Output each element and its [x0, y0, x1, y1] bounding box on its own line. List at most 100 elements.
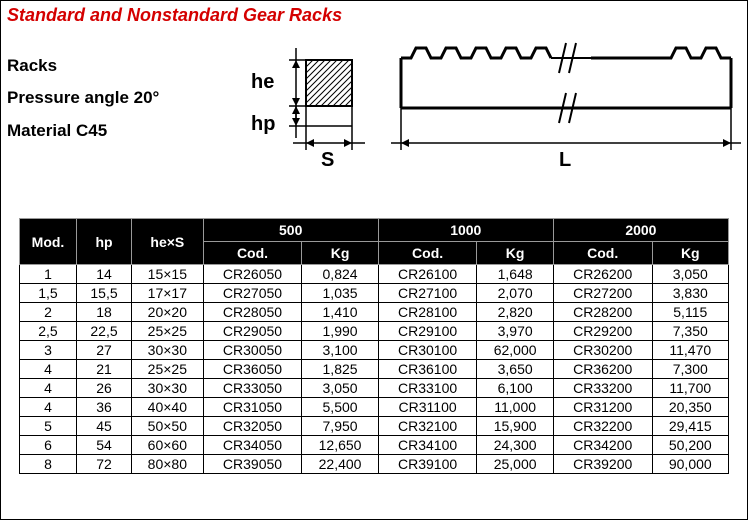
cell-c1000: CR34100	[378, 436, 477, 455]
cell-k2000: 11,700	[652, 379, 728, 398]
cell-c500: CR32050	[203, 417, 302, 436]
cell-c1000: CR36100	[378, 360, 477, 379]
cell-hexs: 25×25	[132, 322, 204, 341]
cell-mod: 4	[20, 379, 77, 398]
spec-block: Racks Pressure angle 20° Material C45	[7, 38, 231, 178]
cell-k1000: 62,000	[477, 341, 553, 360]
cell-c1000: CR32100	[378, 417, 477, 436]
cell-hp: 72	[76, 455, 131, 474]
cell-c2000: CR36200	[553, 360, 652, 379]
data-table-wrap: Mod. hp he×S 500 1000 2000 Cod. Kg Cod. …	[1, 218, 747, 474]
cell-k500: 1,825	[302, 360, 378, 379]
table-row: 42125×25CR360501,825CR361003,650CR362007…	[20, 360, 729, 379]
table-row: 87280×80CR3905022,400CR3910025,000CR3920…	[20, 455, 729, 474]
label-he: he	[251, 71, 274, 93]
cell-k500: 12,650	[302, 436, 378, 455]
cell-hexs: 40×40	[132, 398, 204, 417]
cell-k2000: 50,200	[652, 436, 728, 455]
cell-mod: 2	[20, 303, 77, 322]
cell-k2000: 90,000	[652, 455, 728, 474]
cell-k2000: 3,830	[652, 284, 728, 303]
cell-c2000: CR32200	[553, 417, 652, 436]
cell-c2000: CR27200	[553, 284, 652, 303]
cell-c500: CR36050	[203, 360, 302, 379]
top-section: Racks Pressure angle 20° Material C45	[1, 30, 747, 178]
cell-k1000: 2,820	[477, 303, 553, 322]
th-kg-500: Kg	[302, 242, 378, 265]
cell-hp: 54	[76, 436, 131, 455]
cell-c500: CR29050	[203, 322, 302, 341]
cell-k2000: 5,115	[652, 303, 728, 322]
cell-hexs: 15×15	[132, 265, 204, 284]
cell-hp: 14	[76, 265, 131, 284]
cell-c500: CR30050	[203, 341, 302, 360]
cell-c1000: CR29100	[378, 322, 477, 341]
cell-k500: 7,950	[302, 417, 378, 436]
table-row: 11415×15CR260500,824CR261001,648CR262003…	[20, 265, 729, 284]
cell-hexs: 30×30	[132, 341, 204, 360]
cell-c1000: CR30100	[378, 341, 477, 360]
page-title: Standard and Nonstandard Gear Racks	[1, 1, 747, 30]
diagram-area: he hp S	[251, 38, 741, 178]
label-l: L	[559, 149, 571, 171]
label-hp: hp	[251, 113, 275, 135]
cell-hexs: 17×17	[132, 284, 204, 303]
table-row: 65460×60CR3405012,650CR3410024,300CR3420…	[20, 436, 729, 455]
cell-c2000: CR30200	[553, 341, 652, 360]
table-row: 42630×30CR330503,050CR331006,100CR332001…	[20, 379, 729, 398]
cell-c2000: CR26200	[553, 265, 652, 284]
cell-mod: 6	[20, 436, 77, 455]
cell-hp: 27	[76, 341, 131, 360]
table-row: 43640×40CR310505,500CR3110011,000CR31200…	[20, 398, 729, 417]
cell-k2000: 7,350	[652, 322, 728, 341]
cell-mod: 4	[20, 398, 77, 417]
cell-mod: 2,5	[20, 322, 77, 341]
cell-k500: 3,100	[302, 341, 378, 360]
cell-hexs: 30×30	[132, 379, 204, 398]
cell-c500: CR31050	[203, 398, 302, 417]
cell-hp: 36	[76, 398, 131, 417]
cell-c1000: CR33100	[378, 379, 477, 398]
table-body: 11415×15CR260500,824CR261001,648CR262003…	[20, 265, 729, 474]
cell-hp: 15,5	[76, 284, 131, 303]
cell-c2000: CR31200	[553, 398, 652, 417]
cell-mod: 1,5	[20, 284, 77, 303]
th-1000: 1000	[378, 219, 553, 242]
cell-c1000: CR27100	[378, 284, 477, 303]
table-row: 54550×50CR320507,950CR3210015,900CR32200…	[20, 417, 729, 436]
spec-racks: Racks	[7, 50, 231, 82]
cell-k1000: 1,648	[477, 265, 553, 284]
th-hp: hp	[76, 219, 131, 265]
cell-k2000: 7,300	[652, 360, 728, 379]
table-head: Mod. hp he×S 500 1000 2000 Cod. Kg Cod. …	[20, 219, 729, 265]
th-kg-2000: Kg	[652, 242, 728, 265]
cell-hp: 26	[76, 379, 131, 398]
label-s: S	[321, 149, 334, 171]
cell-c500: CR34050	[203, 436, 302, 455]
cell-mod: 1	[20, 265, 77, 284]
cell-hexs: 60×60	[132, 436, 204, 455]
cell-k1000: 6,100	[477, 379, 553, 398]
cell-c500: CR26050	[203, 265, 302, 284]
th-mod: Mod.	[20, 219, 77, 265]
cell-c2000: CR33200	[553, 379, 652, 398]
cell-c2000: CR39200	[553, 455, 652, 474]
th-cod-2000: Cod.	[553, 242, 652, 265]
cell-k1000: 15,900	[477, 417, 553, 436]
cell-hp: 18	[76, 303, 131, 322]
cell-c500: CR27050	[203, 284, 302, 303]
cell-k2000: 20,350	[652, 398, 728, 417]
cell-mod: 3	[20, 341, 77, 360]
cell-c1000: CR39100	[378, 455, 477, 474]
th-2000: 2000	[553, 219, 728, 242]
cell-c1000: CR31100	[378, 398, 477, 417]
cell-hexs: 80×80	[132, 455, 204, 474]
cell-k2000: 29,415	[652, 417, 728, 436]
cell-k1000: 11,000	[477, 398, 553, 417]
cell-mod: 8	[20, 455, 77, 474]
th-cod-1000: Cod.	[378, 242, 477, 265]
cell-c2000: CR28200	[553, 303, 652, 322]
cell-k500: 1,410	[302, 303, 378, 322]
th-cod-500: Cod.	[203, 242, 302, 265]
table-row: 2,522,525×25CR290501,990CR291003,970CR29…	[20, 322, 729, 341]
